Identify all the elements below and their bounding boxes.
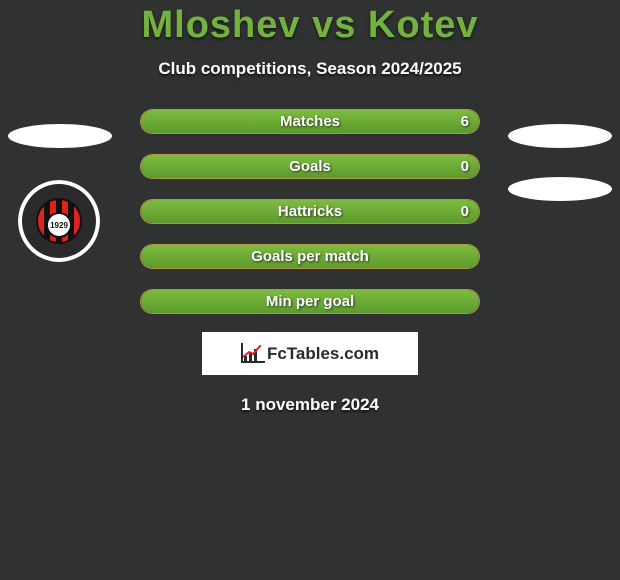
stat-bars: Matches 6 Goals 0 Hattricks 0 Goals per … (140, 109, 480, 314)
stat-bar: Goals per match (140, 244, 480, 269)
club-badge-year: 1929 (46, 212, 72, 238)
stat-bar-value: 0 (461, 155, 469, 178)
stat-bar-label: Matches (141, 110, 479, 133)
stat-bar: Hattricks 0 (140, 199, 480, 224)
page-subtitle: Club competitions, Season 2024/2025 (0, 59, 620, 79)
fctables-logo-inner: FcTables.com (241, 344, 379, 364)
widget-date: 1 november 2024 (0, 395, 620, 415)
fctables-text: FcTables.com (267, 344, 379, 364)
club-badge: 1929 (18, 180, 100, 262)
chart-icon (241, 345, 263, 363)
stat-bar-label: Hattricks (141, 200, 479, 223)
stat-bar: Goals 0 (140, 154, 480, 179)
stat-bar-value: 6 (461, 110, 469, 133)
stat-bar-value: 0 (461, 200, 469, 223)
player-placeholder-ellipse (508, 124, 612, 148)
stat-bar-label: Min per goal (141, 290, 479, 313)
club-placeholder-ellipse (508, 177, 612, 201)
chart-line-icon (243, 345, 261, 359)
fctables-logo: FcTables.com (202, 332, 418, 375)
stat-bar: Matches 6 (140, 109, 480, 134)
stat-bar-label: Goals (141, 155, 479, 178)
stat-bar-label: Goals per match (141, 245, 479, 268)
player-placeholder-ellipse (8, 124, 112, 148)
stat-bar: Min per goal (140, 289, 480, 314)
page-title: Mloshev vs Kotev (0, 0, 620, 47)
